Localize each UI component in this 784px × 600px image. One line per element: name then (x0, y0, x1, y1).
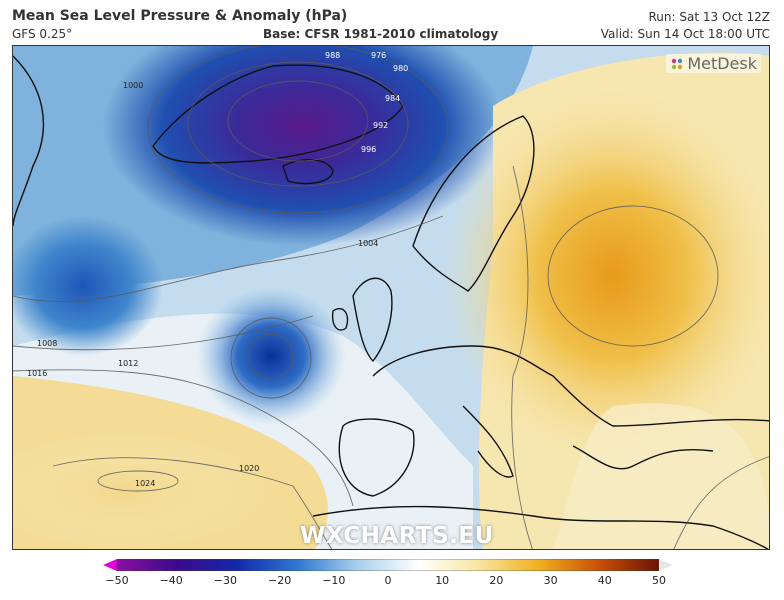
model-label: GFS 0.25° (12, 27, 73, 41)
colorbar-tick-label: −30 (213, 574, 237, 587)
iceland-coast (282, 159, 334, 185)
scandinavia-coast (412, 115, 535, 292)
chart-title: Mean Sea Level Pressure & Anomaly (hPa) (12, 8, 348, 24)
colorbar (103, 559, 673, 571)
wxcharts-watermark: WXCHARTS.EU (300, 523, 494, 549)
isobar-label-group: 976 980 984 988 992 996 1000 1004 1008 1… (27, 51, 408, 488)
isobar-label: 1000 (123, 81, 143, 90)
base-label: Base: CFSR 1981-2010 climatology (263, 27, 499, 41)
valid-label: Valid: Sun 14 Oct 18:00 UTC (600, 27, 770, 41)
eastern-high-anomaly (443, 86, 769, 466)
north-africa-coast (312, 505, 769, 549)
isobar-label: 992 (373, 121, 388, 130)
isobar-label: 996 (361, 145, 376, 154)
isobar-label: 1016 (27, 369, 47, 378)
isobars (13, 46, 769, 549)
balkans-coast (572, 445, 714, 470)
isobar-label: 1024 (135, 479, 155, 488)
coastlines (13, 55, 769, 549)
italy-coast (462, 405, 514, 478)
iberia-coast (338, 418, 415, 497)
colorbar-tick-label: 30 (543, 574, 558, 587)
continent-coast (372, 345, 769, 427)
run-label: Run: Sat 13 Oct 12Z (648, 10, 771, 24)
isobar-label: 1012 (118, 359, 138, 368)
iceland-low-anomaly (103, 46, 503, 246)
map-canvas: 976 980 984 988 992 996 1000 1004 1008 1… (13, 46, 769, 549)
colorbar-min-arrow (103, 559, 117, 571)
canada-coast (13, 55, 45, 227)
isobar-label: 1020 (239, 464, 259, 473)
colorbar-tick-label: −20 (267, 574, 292, 587)
isobar-label: 1008 (37, 339, 57, 348)
colorbar-tick-label: 20 (489, 574, 504, 587)
isobar-label: 1004 (358, 239, 378, 248)
azores-high-anomaly (13, 431, 273, 549)
colorbar-tick-label: 10 (435, 574, 450, 587)
isobar-label: 988 (325, 51, 340, 60)
ireland-coast (331, 308, 349, 331)
colorbar-tick-label: −10 (322, 574, 346, 587)
britain-coast (352, 277, 393, 363)
isobar-label: 980 (393, 64, 408, 73)
colorbar-tick-label: −50 (105, 574, 129, 587)
metdesk-logo-icon (672, 58, 683, 70)
colorbar-tick-label: 50 (652, 574, 666, 587)
biscay-low-anomaly (196, 286, 346, 426)
southeast-positive-area (553, 403, 769, 549)
isobar-label: 984 (385, 94, 400, 103)
colorbar-scale (116, 559, 660, 571)
isobar-label: 976 (371, 51, 386, 60)
colorbar-max-arrow (659, 559, 673, 571)
colorbar-tick-label: 40 (597, 574, 612, 587)
colorbar-tick-label: 0 (384, 574, 392, 587)
metdesk-logo-text: MetDesk (687, 54, 757, 73)
atlantic-low-anomaly (13, 216, 163, 356)
metdesk-logo: MetDesk (666, 54, 761, 73)
pressure-anomaly-map[interactable]: 976 980 984 988 992 996 1000 1004 1008 1… (12, 45, 770, 550)
colorbar-tick-label: −40 (159, 574, 183, 587)
